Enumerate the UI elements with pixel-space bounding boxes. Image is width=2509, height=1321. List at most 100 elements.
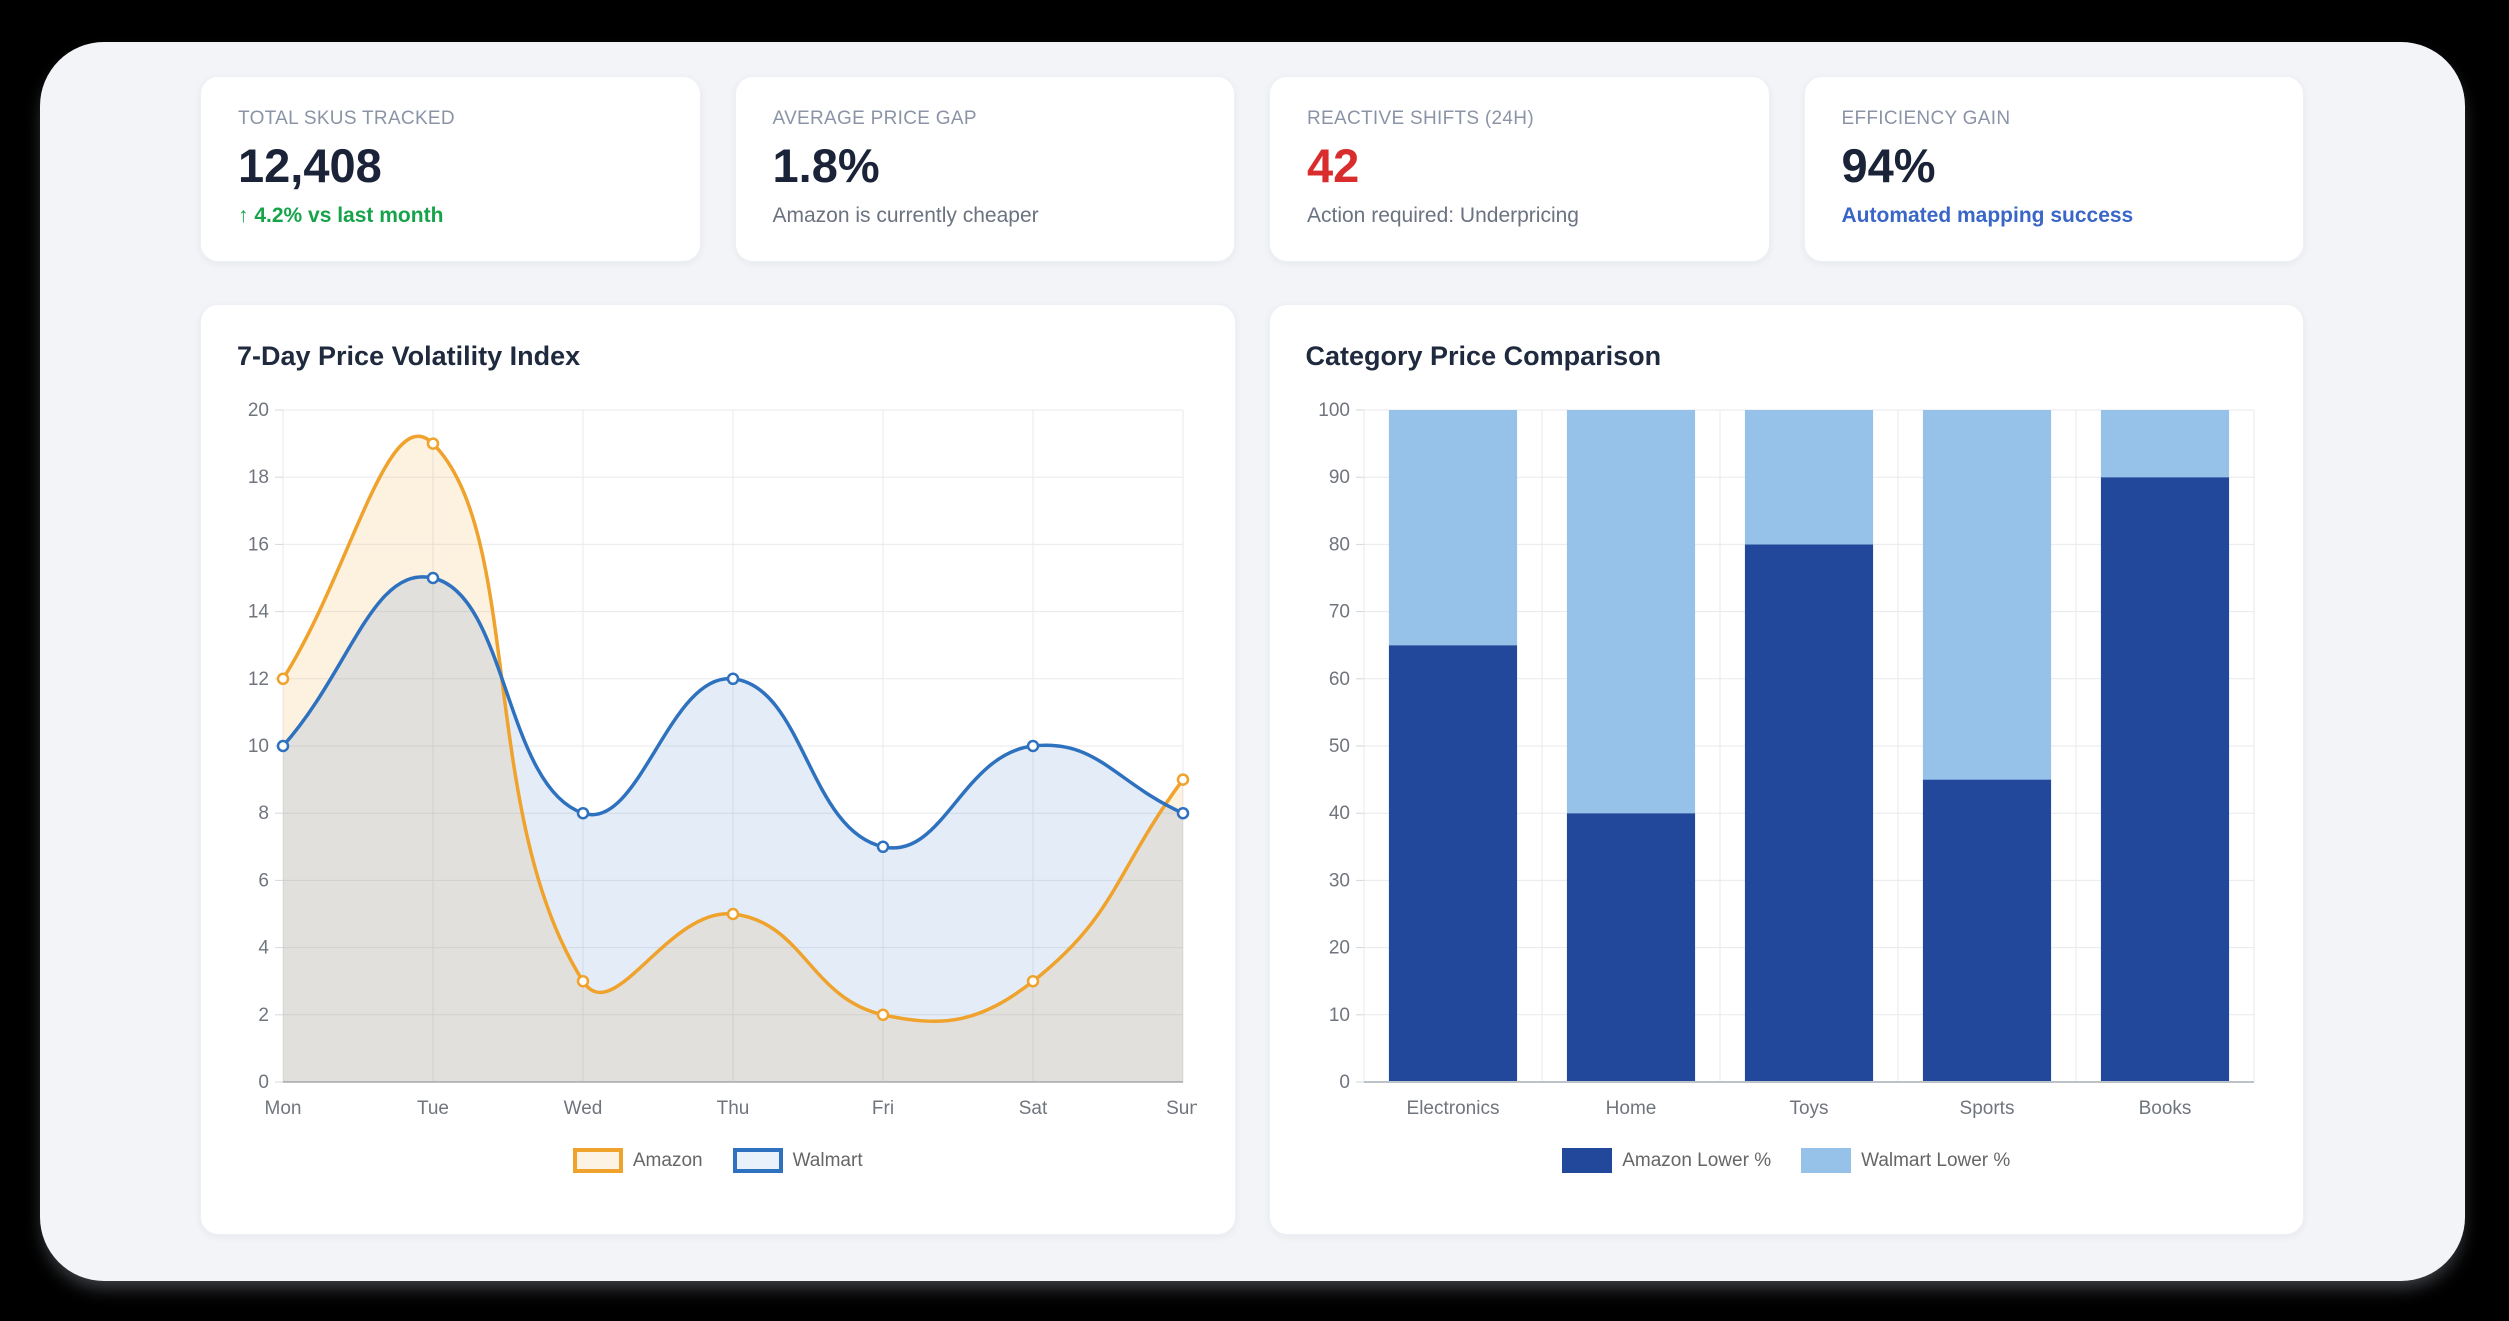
axis-tick-label: 50: [1328, 736, 1349, 757]
kpi-trend-note: ↑ 4.2% vs last month: [238, 203, 444, 227]
data-point[interactable]: [1026, 739, 1040, 753]
legend-label: Walmart: [792, 1149, 863, 1171]
kpi-label: TOTAL SKUS TRACKED: [238, 108, 455, 129]
kpi-value: 42: [1307, 139, 1360, 192]
category-chart-card: Category Price Comparison 0 10 20 30 40 50 60 7…: [1268, 304, 2304, 1235]
axis-tick-label: 40: [1328, 803, 1349, 824]
dashboard-panel: TOTAL SKUS TRACKED 12,408 ↑ 4.2% vs last…: [40, 42, 2465, 1281]
data-point[interactable]: [1176, 773, 1190, 786]
category-chart-legend: Amazon Lower % Walmart Lower %: [1306, 1148, 2268, 1173]
axis-tick-label: 10: [248, 736, 269, 757]
amazon-line-swatch: [572, 1148, 623, 1173]
axis-tick-label: 60: [1328, 669, 1349, 690]
bar-segment-Amazon Lower %[interactable]: [1922, 779, 2051, 1082]
kpi-label: AVERAGE PRICE GAP: [772, 108, 977, 129]
axis-tick-label: 4: [258, 938, 269, 959]
data-point[interactable]: [726, 672, 740, 686]
axis-tick-label: 2: [258, 1005, 269, 1026]
series-area-Amazon: [283, 436, 1183, 1082]
kpi-row: TOTAL SKUS TRACKED 12,408 ↑ 4.2% vs last…: [200, 76, 2304, 262]
axis-tick-label: 18: [248, 467, 269, 488]
bar-segment-Amazon Lower %[interactable]: [1388, 645, 1517, 1082]
bar-segment-Amazon Lower %[interactable]: [2100, 477, 2229, 1082]
kpi-note: Action required: Underpricing: [1307, 203, 1579, 227]
volatility-chart-legend: Amazon Walmart: [237, 1148, 1199, 1173]
axis-labels: 0 2 4 6 8 10 12 14 16 18 20 Mon Tue Wed Thu Fri Sat Sun: [248, 400, 1197, 1119]
axis-tick-label: 0: [258, 1072, 269, 1093]
data-point[interactable]: [576, 974, 590, 988]
axis-tick-label: Mon: [265, 1098, 302, 1119]
axis-tick-label: Tue: [417, 1098, 449, 1119]
axis-tick-label: 30: [1328, 870, 1349, 891]
axis-tick-label: 100: [1318, 400, 1350, 421]
data-point[interactable]: [576, 806, 590, 820]
legend-item-walmart-lower[interactable]: Walmart Lower %: [1801, 1148, 2010, 1173]
data-point[interactable]: [726, 907, 740, 921]
axis-tick-label: 16: [248, 534, 269, 555]
charts-row: 7-Day Price Volatility Index 0 2 4 6 8 10 12 14…: [200, 304, 2304, 1235]
axis-tick-label: 0: [1339, 1072, 1350, 1093]
bar-segment-Walmart Lower %[interactable]: [1388, 410, 1517, 646]
legend-label: Amazon: [632, 1149, 703, 1171]
kpi-label: EFFICIENCY GAIN: [1841, 108, 2011, 129]
axis-tick-label: 90: [1328, 467, 1349, 488]
bar-segment-Amazon Lower %[interactable]: [1566, 813, 1695, 1082]
axis-tick-label: 12: [248, 669, 269, 690]
legend-label: Amazon Lower %: [1622, 1149, 1772, 1171]
bar-segment-Walmart Lower %[interactable]: [1566, 410, 1695, 814]
axis-labels: 0 10 20 30 40 50 60 70 80 90 100 Electronics Home Toy…: [1318, 400, 2191, 1119]
legend-item-amazon[interactable]: Amazon: [572, 1148, 703, 1173]
axis-tick-label: 20: [1328, 938, 1349, 959]
volatility-chart-card: 7-Day Price Volatility Index 0 2 4 6 8 10 12 14…: [200, 304, 1236, 1235]
axis-tick-label: Electronics: [1406, 1098, 1499, 1119]
legend-item-walmart[interactable]: Walmart: [732, 1148, 863, 1173]
axis-tick-label: Wed: [564, 1098, 603, 1119]
kpi-note: Automated mapping success: [1841, 203, 2134, 227]
kpi-value: 1.8%: [772, 139, 880, 192]
category-chart-title: Category Price Comparison: [1305, 341, 1662, 371]
axis-tick-label: 6: [258, 870, 269, 891]
bars: [1388, 410, 2229, 1082]
data-point[interactable]: [276, 739, 290, 753]
data-point[interactable]: [426, 571, 440, 585]
data-point[interactable]: [1026, 974, 1040, 988]
axis-tick-label: Books: [2138, 1098, 2191, 1119]
walmart-lower-swatch: [1801, 1148, 1852, 1173]
legend-label: Walmart Lower %: [1861, 1149, 2011, 1171]
kpi-value: 12,408: [238, 139, 382, 192]
data-point[interactable]: [876, 1008, 890, 1022]
kpi-label: REACTIVE SHIFTS (24H): [1307, 108, 1534, 129]
kpi-card-reactive-shifts: REACTIVE SHIFTS (24H) 42 Action required…: [1269, 76, 1770, 262]
axis-tick-label: Sports: [1959, 1098, 2014, 1119]
kpi-card-price-gap: AVERAGE PRICE GAP 1.8% Amazon is current…: [734, 76, 1235, 262]
axis-tick-label: 10: [1328, 1005, 1349, 1026]
axis-tick-label: 8: [258, 803, 269, 824]
series-area-Walmart: [283, 576, 1183, 1082]
kpi-note: Amazon is currently cheaper: [772, 203, 1039, 227]
axis-tick-label: Home: [1605, 1098, 1656, 1119]
axis-tick-label: Toys: [1789, 1098, 1828, 1119]
kpi-card-efficiency-gain: EFFICIENCY GAIN 94% Automated mapping su…: [1803, 76, 2304, 262]
kpi-value: 94%: [1841, 139, 1936, 192]
data-point[interactable]: [276, 672, 290, 686]
bar-segment-Walmart Lower %[interactable]: [1922, 410, 2051, 780]
axis-tick-label: 70: [1328, 602, 1349, 623]
data-point[interactable]: [426, 437, 440, 450]
bar-segment-Walmart Lower %[interactable]: [1744, 410, 1873, 545]
axis-tick-label: Thu: [717, 1098, 750, 1119]
data-point[interactable]: [876, 840, 890, 854]
axis-tick-label: 80: [1328, 534, 1349, 555]
walmart-line-swatch: [732, 1148, 783, 1173]
category-bar-chart: 0 10 20 30 40 50 60 70 80 90 100 Electronics Home Toy…: [1318, 400, 2254, 1119]
axis-tick-label: Fri: [872, 1098, 894, 1119]
bar-segment-Amazon Lower %[interactable]: [1744, 544, 1873, 1082]
data-point[interactable]: [1176, 806, 1190, 820]
volatility-line-chart: 0 2 4 6 8 10 12 14 16 18 20 Mon Tue Wed Thu Fri Sat Sun: [248, 400, 1197, 1119]
bar-segment-Walmart Lower %[interactable]: [2100, 410, 2229, 478]
axis: [1355, 409, 2254, 1083]
kpi-card-total-skus: TOTAL SKUS TRACKED 12,408 ↑ 4.2% vs last…: [200, 76, 701, 262]
axis-tick-label: 20: [248, 400, 269, 421]
legend-item-amazon-lower[interactable]: Amazon Lower %: [1562, 1148, 1771, 1173]
volatility-chart-title: 7-Day Price Volatility Index: [237, 341, 581, 371]
axis-tick-label: Sat: [1019, 1098, 1048, 1119]
